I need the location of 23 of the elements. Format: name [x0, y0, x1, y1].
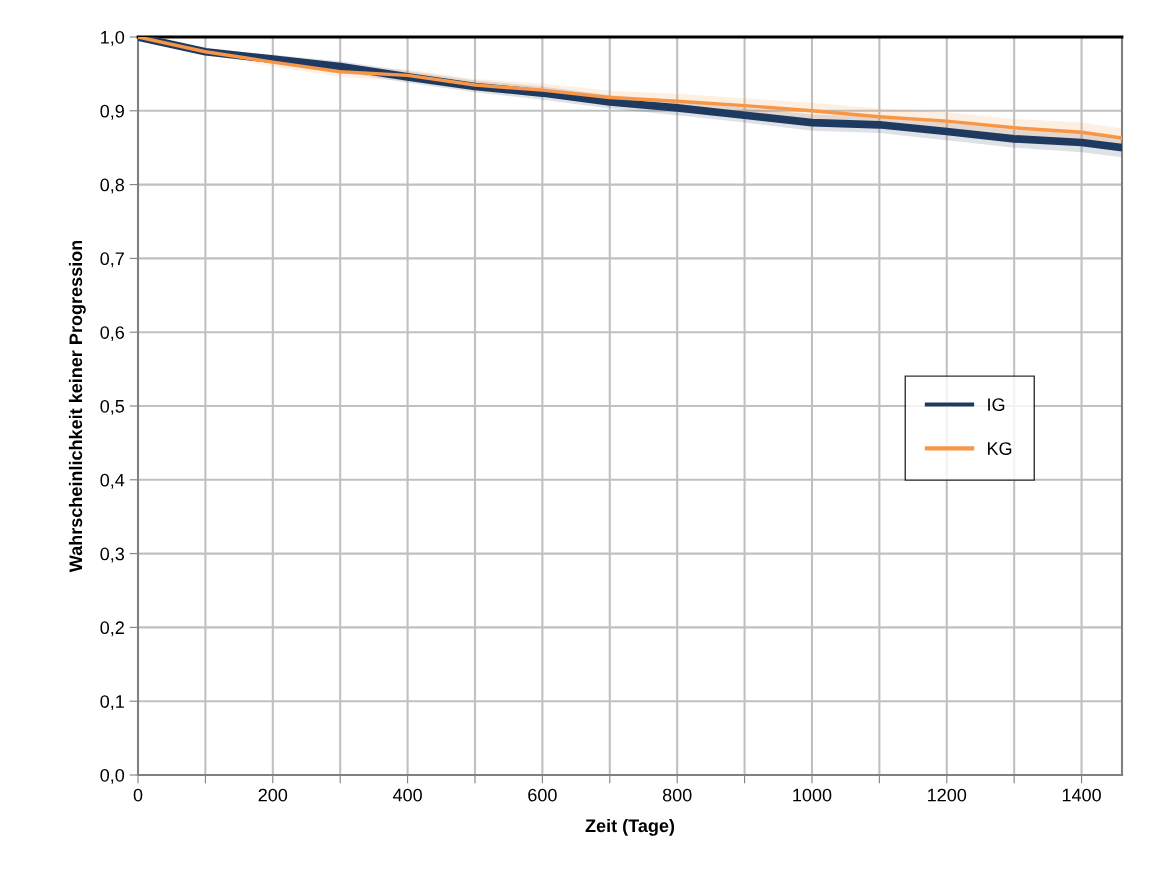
x-tick-label: 200	[258, 788, 288, 802]
y-tick-label: 0,8	[100, 178, 125, 194]
legend-label: IG	[988, 398, 1005, 412]
x-tick-label: 1000	[793, 788, 832, 802]
y-tick-label: 0,9	[100, 104, 124, 120]
y-tick-label: 0,1	[100, 695, 124, 711]
x-tick-label: 1200	[928, 788, 967, 802]
y-tick-label: 0,3	[100, 547, 125, 563]
x-tick-label: 400	[392, 788, 422, 802]
y-axis-title: Wahrscheinlichkeit keiner Progression	[68, 240, 86, 573]
y-tick-label: 0,2	[100, 621, 124, 637]
x-axis-title: Zeit (Tage)	[585, 818, 675, 836]
x-tick-label: 800	[662, 788, 692, 802]
x-tick-label: 600	[528, 788, 557, 802]
y-tick-label: 0,4	[100, 473, 125, 489]
legend-label: KG	[987, 442, 1012, 455]
y-tick-label: 0,0	[100, 768, 125, 784]
y-tick-label: 0,6	[100, 326, 125, 342]
x-tick-label: 1400	[1062, 788, 1101, 802]
y-tick-label: 0,5	[100, 399, 125, 415]
y-tick-label: 1,0	[101, 30, 125, 46]
y-tick-label: 0,7	[100, 252, 124, 268]
x-tick-label: 0	[133, 788, 143, 802]
